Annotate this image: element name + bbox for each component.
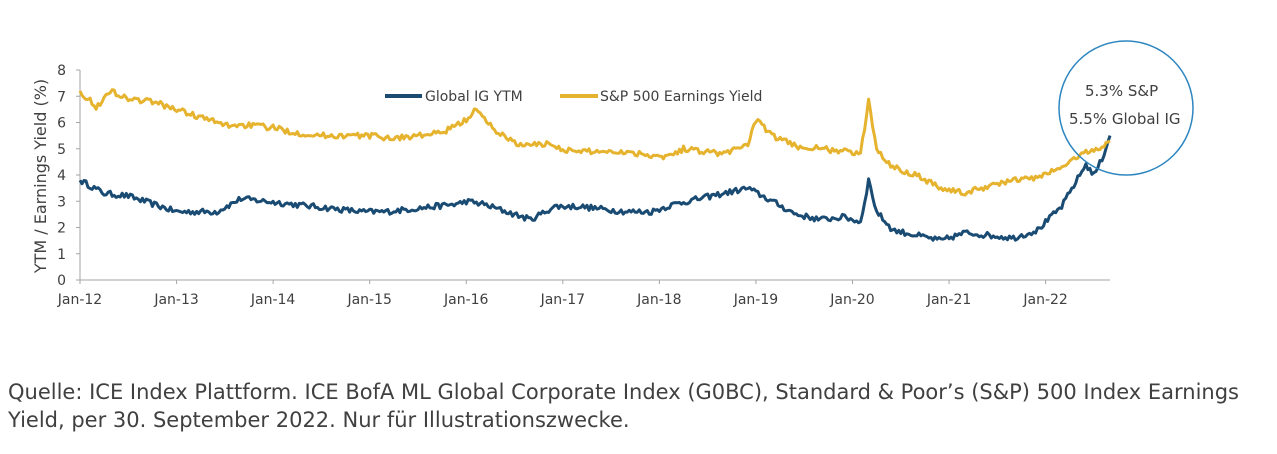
x-tick-label: Jan-13 (153, 292, 198, 308)
y-tick-group: 0 1 2 3 4 5 6 7 8 (57, 63, 80, 289)
x-tick-label: Jan-22 (1022, 292, 1067, 308)
y-tick-label: 4 (57, 168, 66, 184)
sp500-earnings-yield-line (78, 88, 1111, 197)
x-tick-group: Jan-12 Jan-13 Jan-14 Jan-15 Jan-16 Jan-17 Jan-… (57, 280, 1068, 308)
legend-label-sp500: S&P 500 Earnings Yield (600, 89, 762, 105)
y-tick-label: 5 (57, 142, 66, 158)
x-tick-label: Jan-17 (540, 292, 585, 308)
x-tick-label: Jan-14 (250, 292, 296, 308)
x-tick-label: Jan-12 (57, 292, 102, 308)
x-tick-label: Jan-21 (926, 292, 971, 308)
annotation-global-ig-value: 5.5% Global IG (1069, 110, 1181, 128)
y-tick-label: 7 (57, 89, 66, 105)
legend: Global IG YTM S&P 500 Earnings Yield (385, 89, 762, 105)
y-tick-label: 8 (57, 63, 66, 79)
annotation-sp500-value: 5.3% S&P (1085, 82, 1158, 100)
x-tick-label: Jan-18 (636, 292, 681, 308)
x-tick-label: Jan-15 (346, 292, 391, 308)
y-tick-label: 1 (57, 247, 66, 263)
yield-chart: YTM / Earnings Yield (%) 0 1 2 3 4 5 6 7 8 Jan-1… (31, 40, 1194, 308)
y-tick-label: 0 (57, 273, 66, 289)
global-ig-ytm-line (78, 135, 1112, 242)
y-tick-label: 6 (57, 116, 66, 132)
value-annotation: 5.3% S&P 5.5% Global IG (1058, 40, 1194, 176)
source-note: Quelle: ICE Index Plattform. ICE BofA ML… (8, 380, 1239, 432)
x-tick-label: Jan-20 (829, 292, 874, 308)
x-tick-label: Jan-16 (443, 292, 489, 308)
legend-label-global-ig: Global IG YTM (425, 89, 523, 105)
y-axis-title: YTM / Earnings Yield (%) (31, 79, 50, 274)
y-tick-label: 3 (57, 194, 66, 210)
x-tick-label: Jan-19 (733, 292, 778, 308)
y-tick-label: 2 (57, 221, 66, 237)
annotation-circle (1058, 40, 1194, 176)
